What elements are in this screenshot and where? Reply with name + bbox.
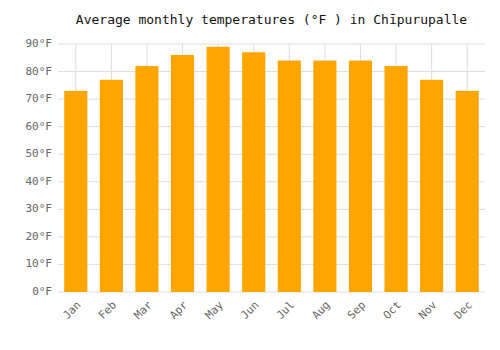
x-tick-label: Nov <box>416 298 440 322</box>
bar <box>171 55 194 292</box>
y-tick-label: 50°F <box>26 147 53 160</box>
y-tick-label: 40°F <box>26 175 53 188</box>
chart: 0°F 10°F 20°F 30°F 40°F 50°F 60°F 70°F 80°F 90°F J… <box>0 0 500 350</box>
x-tick-label: Feb <box>96 299 119 322</box>
bar <box>207 47 230 292</box>
y-tick-label: 0°F <box>32 285 52 298</box>
y-tick-label: 90°F <box>26 37 53 50</box>
bar <box>384 66 407 292</box>
x-tick-label: Mar <box>131 298 155 322</box>
bar <box>100 80 123 292</box>
bar <box>135 66 158 292</box>
x-tick-label: Dec <box>452 299 475 322</box>
x-tick-label: Sep <box>345 299 368 322</box>
y-tick-label: 80°F <box>26 65 53 78</box>
x-tick-label: Jan <box>60 299 83 322</box>
bars <box>64 47 479 292</box>
bar <box>242 52 265 292</box>
y-grid-line <box>58 71 485 72</box>
grid <box>58 44 485 292</box>
x-tick-label: Jul <box>274 299 297 322</box>
y-tick-label: 70°F <box>26 92 53 105</box>
x-tick-label: Oct <box>381 299 404 322</box>
x-tick-label: Apr <box>167 298 191 322</box>
x-tick-label: Jun <box>238 299 261 322</box>
bar <box>420 80 443 292</box>
x-tick-label: Aug <box>309 299 332 322</box>
title: Average monthly temperatures (°F ) in Ch… <box>76 12 468 27</box>
page: {"chart_data": {"type": "bar", "title": … <box>0 0 500 350</box>
x-tick-label: May <box>203 298 227 322</box>
bar <box>456 91 479 292</box>
bar <box>313 61 336 292</box>
y-grid-line <box>58 44 485 45</box>
bar <box>64 91 87 292</box>
y-tick-label: 60°F <box>26 120 53 133</box>
y-tick-label: 30°F <box>26 202 53 215</box>
y-tick-label: 10°F <box>26 257 53 270</box>
bar <box>278 61 301 292</box>
y-tick-label: 20°F <box>26 230 53 243</box>
bar <box>349 61 372 292</box>
